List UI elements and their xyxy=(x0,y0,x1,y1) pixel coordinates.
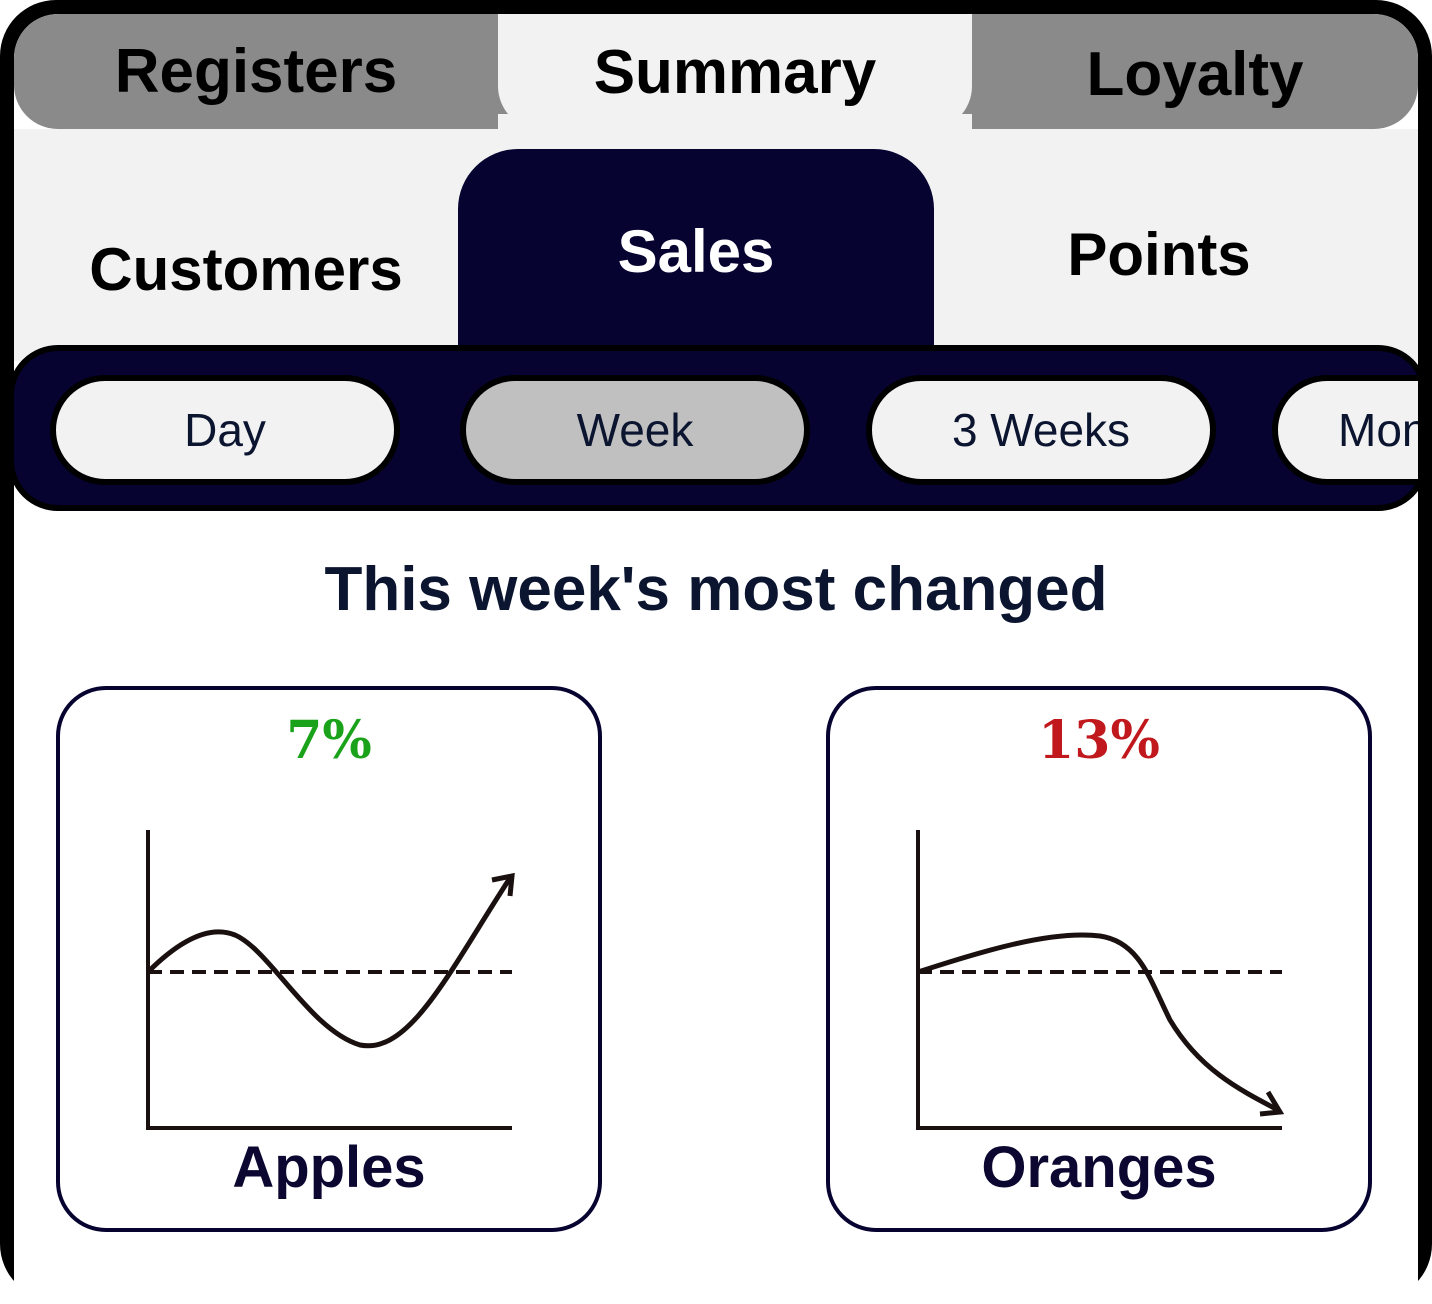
oranges-card[interactable]: 13% Oranges xyxy=(826,686,1372,1232)
app-screen: Customers Sales Points Registers Summary… xyxy=(14,14,1418,1304)
falling-trend-icon xyxy=(916,830,1285,1130)
tab-customers[interactable]: Customers xyxy=(89,235,403,303)
range-3-weeks-button[interactable]: 3 Weeks xyxy=(866,375,1216,485)
tab-registers[interactable]: Registers xyxy=(114,37,398,106)
tab-points[interactable]: Points xyxy=(1067,220,1251,288)
tab-summary[interactable]: Summary xyxy=(498,14,972,130)
section-title: This week's most changed xyxy=(324,555,1108,624)
rising-trend-icon xyxy=(146,830,515,1130)
apples-card[interactable]: 7% Apples xyxy=(56,686,602,1232)
top-tab-bar: Registers Summary Loyalty xyxy=(14,14,1418,144)
range-month-button[interactable]: Month xyxy=(1272,375,1418,485)
change-percent: 13% xyxy=(1038,710,1160,771)
range-week-button[interactable]: Week xyxy=(460,375,810,485)
product-name: Apples xyxy=(232,1135,426,1200)
product-name: Oranges xyxy=(981,1135,1217,1200)
tab-loyalty[interactable]: Loyalty xyxy=(1086,40,1304,109)
sub-tab-bar: Customers Sales Points xyxy=(14,129,1418,389)
time-range-selector: Day Week 3 Weeks Month xyxy=(14,345,1418,511)
range-day-button[interactable]: Day xyxy=(50,375,400,485)
change-percent: 7% xyxy=(286,710,372,771)
